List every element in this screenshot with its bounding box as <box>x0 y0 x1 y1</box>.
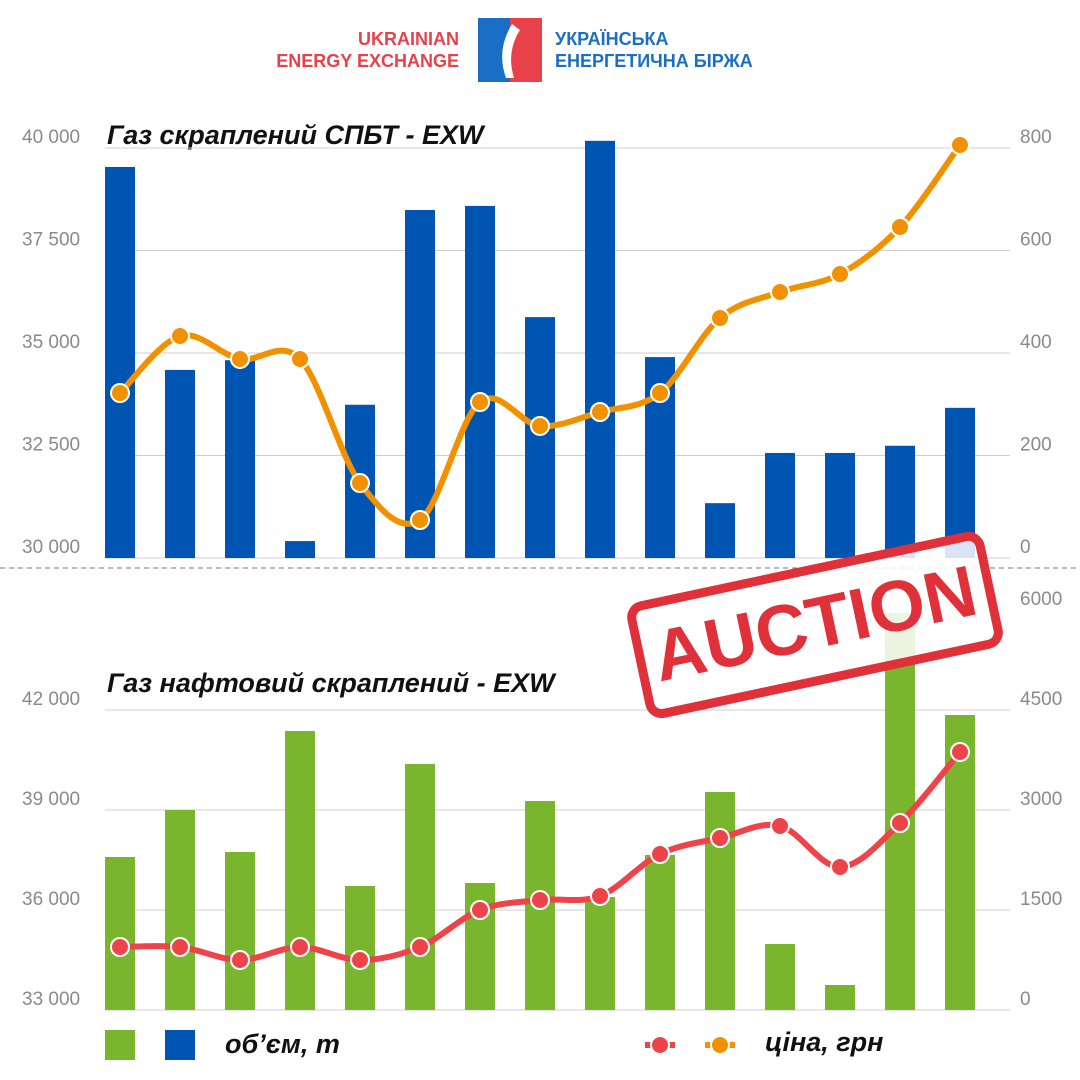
bar <box>225 360 255 558</box>
bar <box>105 166 135 558</box>
price-point <box>770 816 790 836</box>
y-tick-label: 32 500 <box>22 435 80 456</box>
bar <box>645 855 675 1010</box>
price-point <box>890 813 910 833</box>
price-point <box>230 950 250 970</box>
bar <box>465 205 495 558</box>
price-point <box>110 937 130 957</box>
price-point <box>830 263 850 284</box>
bar <box>225 852 255 1010</box>
legend-swatch <box>165 1030 195 1060</box>
bar <box>345 886 375 1010</box>
price-point <box>170 937 190 957</box>
y2-tick-label: 6000 <box>1020 589 1062 610</box>
price-point <box>590 401 610 422</box>
price-point <box>230 348 250 369</box>
y2-tick-label: 0 <box>1020 537 1031 558</box>
price-line <box>117 143 963 527</box>
price-point <box>710 307 730 328</box>
y-tick-label: 37 500 <box>22 230 80 251</box>
y2-tick-label: 1500 <box>1020 889 1062 910</box>
y-tick-label: 42 000 <box>22 689 80 710</box>
price-point <box>530 890 550 910</box>
bar <box>825 985 855 1010</box>
legend-swatch <box>105 1030 135 1060</box>
logo-text: УКРАЇНСЬКА <box>555 29 669 49</box>
logo: UKRAINIAN ENERGY EXCHANGE УКРАЇНСЬКА ЕНЕ… <box>276 18 753 82</box>
chart: Газ скраплений СПБТ - EXW 30 000 32 500 35 … <box>22 120 1052 559</box>
price-point <box>950 742 970 762</box>
stamp-frame <box>627 531 1003 719</box>
price-point <box>410 937 430 957</box>
price-point <box>770 281 790 302</box>
price-point <box>710 828 730 848</box>
y-tick-label: 33 000 <box>22 989 80 1010</box>
y2-tick-label: 4500 <box>1020 689 1062 710</box>
price-point <box>170 325 190 346</box>
bar <box>885 445 915 558</box>
bar <box>285 541 315 558</box>
bar <box>705 503 735 558</box>
legend-label: ціна, грн <box>765 1027 883 1057</box>
chart-title: Газ скраплений СПБТ - EXW <box>107 120 486 150</box>
y2-tick-label: 600 <box>1020 230 1052 251</box>
price-point <box>470 391 490 412</box>
bar <box>585 140 615 558</box>
logo-text: ENERGY EXCHANGE <box>276 51 459 71</box>
bar <box>765 944 795 1010</box>
bar <box>405 210 435 558</box>
y2-tick-label: 400 <box>1020 332 1052 353</box>
charts: Газ скраплений СПБТ - EXW 30 000 32 500 35 … <box>22 120 1062 1011</box>
price-point <box>890 217 910 238</box>
legend-swatch <box>710 1035 730 1055</box>
bar <box>525 317 555 558</box>
price-point <box>650 844 670 864</box>
y-tick-label: 30 000 <box>22 537 80 558</box>
y-tick-label: 36 000 <box>22 889 80 910</box>
price-point <box>290 348 310 369</box>
price-point <box>410 509 430 530</box>
y2-tick-label: 800 <box>1020 127 1052 148</box>
bar <box>765 452 795 558</box>
price-point <box>830 857 850 877</box>
bar <box>165 369 195 558</box>
legend-swatch <box>650 1035 670 1055</box>
price-point <box>110 383 130 404</box>
y-tick-label: 35 000 <box>22 332 80 353</box>
bar <box>585 897 615 1010</box>
logo-icon <box>502 24 520 78</box>
bar <box>825 452 855 558</box>
bar <box>105 857 135 1010</box>
price-point <box>590 886 610 906</box>
logo-text: UKRAINIAN <box>358 29 459 49</box>
y-tick-label: 40 000 <box>22 127 80 148</box>
price-point <box>950 135 970 156</box>
logo-text: ЕНЕРГЕТИЧНА БІРЖА <box>555 51 753 71</box>
bar <box>285 731 315 1010</box>
bar <box>165 810 195 1010</box>
price-point <box>350 473 370 494</box>
price-point <box>650 383 670 404</box>
y-tick-label: 39 000 <box>22 789 80 810</box>
legend: об’єм, т ціна, грн <box>105 1027 883 1060</box>
bar <box>705 792 735 1010</box>
chart: Газ нафтовий скраплений - EXW 33 000 36 00… <box>22 589 1062 1011</box>
y2-tick-label: 3000 <box>1020 789 1062 810</box>
chart-title: Газ нафтовий скраплений - EXW <box>107 668 557 698</box>
price-point <box>290 937 310 957</box>
y2-tick-label: 0 <box>1020 989 1031 1010</box>
legend-label: об’єм, т <box>225 1029 340 1059</box>
y2-tick-label: 200 <box>1020 435 1052 456</box>
bar <box>405 764 435 1010</box>
price-point <box>350 950 370 970</box>
price-point <box>530 415 550 436</box>
price-point <box>470 900 490 920</box>
stamp: AUCTION <box>627 531 1003 719</box>
